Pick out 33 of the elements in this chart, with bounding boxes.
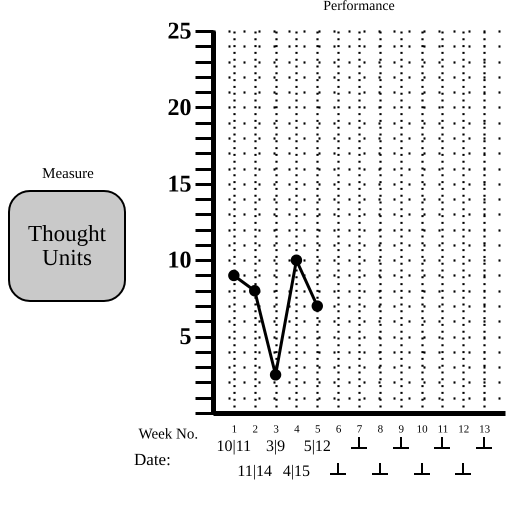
text: 10|11 (216, 438, 252, 455)
x-tick-label: 13 (479, 424, 491, 436)
label-box: Thought Units (8, 190, 126, 302)
text: 4|15 (282, 463, 310, 480)
text: Date: (134, 450, 171, 470)
point (228, 270, 240, 282)
x-tick-label: 5 (315, 424, 322, 436)
y-tick-label: 25 (168, 18, 192, 44)
x-tick-label: 1 (232, 424, 238, 436)
x-tick-label: 4 (294, 424, 300, 436)
y-tick-label: 10 (168, 248, 192, 274)
x-tick-label: 3 (273, 424, 280, 436)
y-tick-label: 5 (180, 324, 192, 350)
y-tick-label: 20 (168, 94, 192, 121)
point (290, 254, 302, 266)
x-tick-label: 2 (252, 424, 258, 436)
x-tick-label: 7 (356, 424, 363, 436)
x-tick-label: 6 (336, 424, 342, 436)
text: 3|9 (266, 438, 286, 455)
x-tick-label: 11 (438, 424, 448, 436)
x-tick-label: 10 (416, 424, 428, 436)
x-tick-label: 12 (458, 424, 470, 436)
chart-title: Performance (323, 0, 395, 14)
x-tick-label: 9 (398, 424, 404, 436)
point (249, 285, 260, 296)
point (312, 300, 323, 312)
x-axis-title: Week No. (138, 426, 198, 442)
point (270, 369, 282, 380)
text: 5|12 (304, 438, 331, 455)
y-tick-label: 15 (168, 171, 192, 198)
text: 11|14 (237, 463, 272, 480)
text: Measure (41, 166, 95, 183)
x-tick-label: 8 (378, 424, 384, 436)
